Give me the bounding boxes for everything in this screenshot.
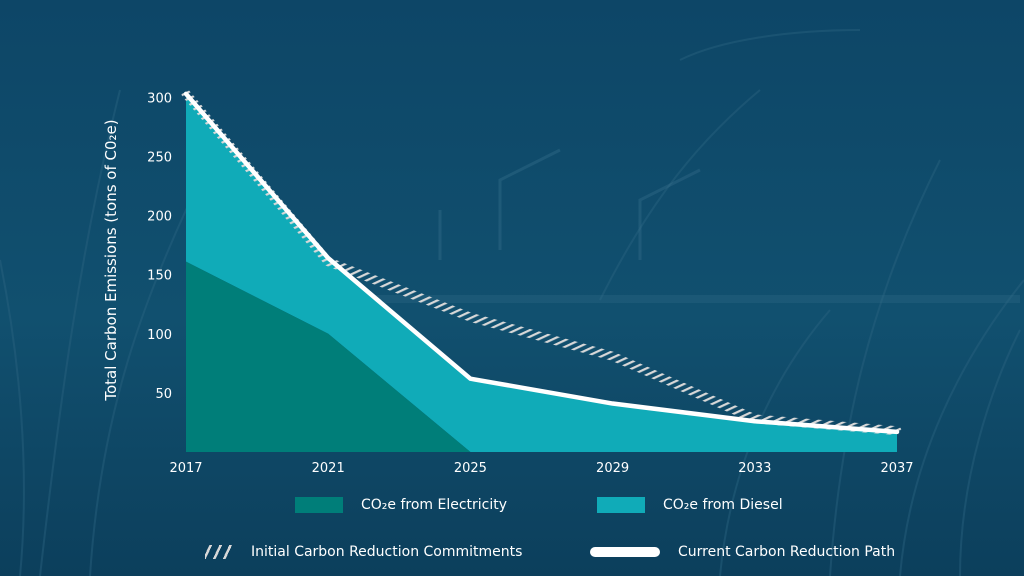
- legend-diesel: CO₂e from Diesel: [597, 497, 783, 513]
- solid-line-swatch: [590, 547, 660, 557]
- y-axis-label: Total Carbon Emissions (tons of C0₂e): [102, 119, 120, 401]
- y-tick-label: 250: [147, 150, 172, 165]
- legend-electricity: CO₂e from Electricity: [295, 497, 507, 513]
- diesel-area: [186, 93, 897, 453]
- current-path-line: [183, 91, 900, 435]
- legend-current-label: Current Carbon Reduction Path: [678, 544, 896, 560]
- legend-initial-label: Initial Carbon Reduction Commitments: [251, 544, 523, 560]
- diesel-swatch: [597, 497, 645, 513]
- x-axis-ticks: 2017 2021 2025 2029 2033 2037: [169, 461, 913, 476]
- x-tick-label: 2021: [312, 461, 345, 476]
- x-tick-label: 2025: [454, 461, 487, 476]
- area-layer: [186, 93, 897, 453]
- legend-diesel-label: CO₂e from Diesel: [663, 497, 783, 513]
- y-tick-label: 150: [147, 269, 172, 284]
- electricity-area: [186, 261, 471, 452]
- line-layer: [181, 89, 902, 436]
- crane-silhouettes: [438, 148, 701, 260]
- y-tick-label: 50: [155, 387, 172, 402]
- x-tick-label: 2029: [596, 461, 629, 476]
- x-tick-label: 2037: [880, 461, 913, 476]
- legend-electricity-label: CO₂e from Electricity: [361, 497, 508, 513]
- y-tick-label: 300: [147, 91, 172, 106]
- x-tick-label: 2033: [738, 461, 771, 476]
- hatch-swatch-icon: [205, 545, 233, 559]
- legend-current-path: Current Carbon Reduction Path: [590, 544, 895, 560]
- x-tick-label: 2017: [169, 461, 202, 476]
- y-tick-label: 100: [147, 328, 172, 343]
- legend-initial-commitments: Initial Carbon Reduction Commitments: [205, 544, 522, 560]
- y-axis-ticks: 50 100 150 200 250 300: [147, 91, 172, 402]
- electricity-swatch: [295, 497, 343, 513]
- grass-blades: [0, 29, 1024, 576]
- y-tick-label: 200: [147, 210, 172, 225]
